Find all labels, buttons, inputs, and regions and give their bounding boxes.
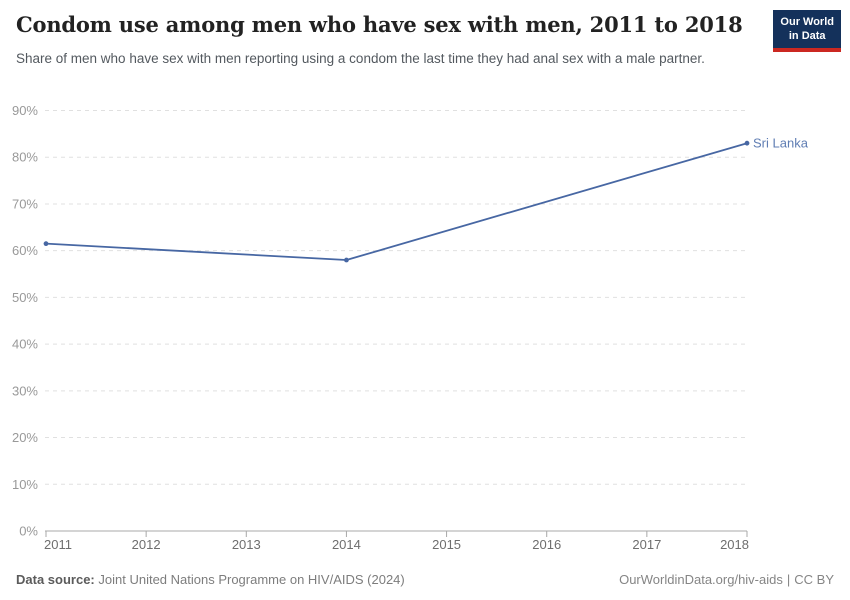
logo-line-2: in Data [788, 30, 826, 43]
footer-divider: | [786, 572, 791, 587]
svg-text:2017: 2017 [632, 537, 661, 552]
data-point-marker [744, 140, 750, 146]
svg-text:0%: 0% [19, 524, 38, 539]
svg-text:2012: 2012 [132, 537, 161, 552]
footer-attribution: OurWorldinData.org/hiv-aids | CC BY [619, 572, 834, 587]
chart-footer: Data source: Joint United Nations Progra… [16, 572, 834, 587]
data-source-text: Joint United Nations Programme on HIV/AI… [98, 572, 405, 587]
svg-text:2013: 2013 [232, 537, 261, 552]
svg-text:2015: 2015 [432, 537, 461, 552]
x-axis-labels: 2011 2012 2013 2014 2015 2016 2017 2018 [44, 537, 749, 552]
license-label: CC BY [794, 572, 834, 587]
svg-text:2014: 2014 [332, 537, 361, 552]
svg-text:2018: 2018 [720, 537, 749, 552]
data-point-marker [43, 241, 49, 247]
svg-text:2016: 2016 [532, 537, 561, 552]
chart-subtitle: Share of men who have sex with men repor… [16, 51, 705, 66]
x-axis [45, 530, 748, 537]
entity-label: Sri Lanka [753, 136, 809, 151]
svg-text:80%: 80% [12, 150, 38, 165]
svg-text:20%: 20% [12, 430, 38, 445]
series-line [45, 142, 748, 261]
svg-text:40%: 40% [12, 337, 38, 352]
data-point-marker [344, 257, 349, 263]
y-gridlines [45, 110, 746, 485]
svg-text:60%: 60% [12, 243, 38, 258]
series-sri-lanka: Sri Lanka [43, 136, 809, 263]
svg-text:90%: 90% [12, 103, 38, 118]
owid-logo: Our World in Data [773, 10, 841, 52]
svg-text:70%: 70% [12, 196, 38, 211]
svg-text:50%: 50% [12, 290, 38, 305]
svg-text:2011: 2011 [44, 537, 72, 552]
owid-url-link[interactable]: OurWorldinData.org/hiv-aids [619, 572, 783, 587]
svg-text:10%: 10% [12, 477, 38, 492]
logo-line-1: Our World [780, 16, 834, 28]
data-source-note: Data source: Joint United Nations Progra… [16, 572, 405, 587]
data-source-label: Data source: [16, 572, 95, 587]
svg-text:30%: 30% [12, 383, 38, 398]
y-axis-labels: 0% 10% 20% 30% 40% 50% 60% 70% 80% 90% [12, 103, 38, 539]
chart-title: Condom use among men who have sex with m… [16, 12, 743, 37]
